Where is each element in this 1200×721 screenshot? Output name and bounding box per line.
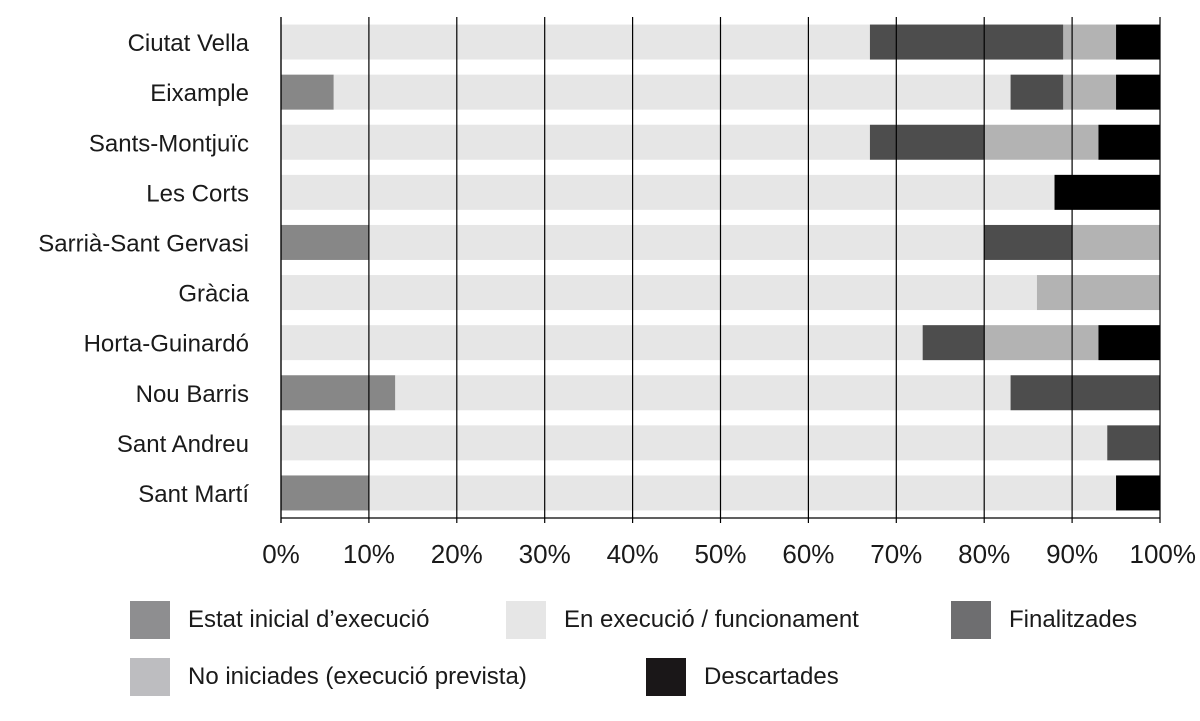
bar-segment <box>1098 124 1160 160</box>
bar-segment <box>1054 174 1160 210</box>
category-label: Sant Martí <box>138 481 249 508</box>
bar-segment <box>869 124 985 160</box>
bar-segment <box>395 375 1011 411</box>
bar-segment <box>281 325 923 361</box>
bar-segment <box>281 24 870 60</box>
bar-segment <box>1098 325 1160 361</box>
bar-segment <box>368 224 985 260</box>
x-tick-label: 70% <box>870 539 922 569</box>
category-label: Les Corts <box>146 180 249 207</box>
category-label: Nou Barris <box>136 381 249 408</box>
bar-segment <box>281 375 396 411</box>
bar-segment <box>1116 475 1160 511</box>
category-label: Ciutat Vella <box>128 30 250 57</box>
bar-segment <box>1116 74 1160 110</box>
x-tick-label: 90% <box>1046 539 1098 569</box>
x-tick-label: 10% <box>343 539 395 569</box>
bar-segment <box>1010 74 1064 110</box>
bar-segment <box>281 174 1055 210</box>
category-label: Eixample <box>150 80 249 107</box>
bar-segment <box>869 24 1064 60</box>
x-tick-label: 100% <box>1130 539 1197 569</box>
bar-segment <box>922 325 985 361</box>
x-tick-label: 60% <box>782 539 834 569</box>
bar-segment <box>1072 224 1160 260</box>
x-tick-label: 0% <box>262 539 300 569</box>
x-tick-label: 30% <box>519 539 571 569</box>
category-label: Sants-Montjuïc <box>89 130 249 157</box>
x-tick-label: 50% <box>694 539 746 569</box>
bar-segment <box>1036 275 1160 311</box>
x-tick-label: 40% <box>607 539 659 569</box>
bar-segment <box>281 124 870 160</box>
bar-segment <box>984 325 1099 361</box>
bar-segment <box>281 275 1037 311</box>
category-label: Sant Andreu <box>117 431 249 458</box>
bar-segment <box>281 74 334 110</box>
bar-segment <box>281 224 369 260</box>
bar-segment <box>984 224 1073 260</box>
bar-segment <box>1010 375 1160 411</box>
bar-segment <box>984 124 1099 160</box>
bar-segment <box>368 475 1117 511</box>
bar-segment <box>1063 74 1117 110</box>
bar-segment <box>1107 425 1160 461</box>
bar-segment <box>281 475 369 511</box>
bar-segment <box>1063 24 1117 60</box>
category-label: Sarrià-Sant Gervasi <box>38 230 249 257</box>
bar-segment <box>333 74 1011 110</box>
bar-segment <box>281 425 1108 461</box>
category-label: Horta-Guinardó <box>84 331 249 358</box>
category-label: Gràcia <box>178 281 249 308</box>
x-tick-label: 20% <box>431 539 483 569</box>
bar-segment <box>1116 24 1160 60</box>
x-tick-label: 80% <box>958 539 1010 569</box>
